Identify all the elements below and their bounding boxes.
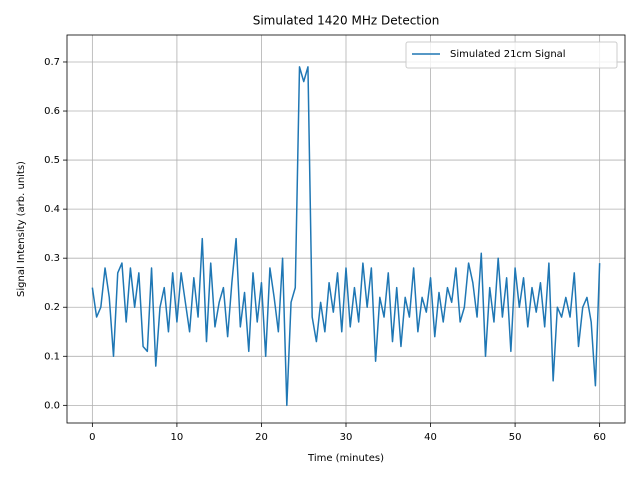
legend-label: Simulated 21cm Signal — [450, 49, 566, 60]
x-tick-label: 50 — [509, 432, 522, 443]
x-axis-label: Time (minutes) — [307, 453, 384, 464]
x-tick-label: 30 — [340, 432, 353, 443]
y-tick-label: 0.1 — [44, 351, 60, 362]
y-tick-label: 0.5 — [44, 155, 60, 166]
y-axis-label: Signal Intensity (arb. units) — [16, 161, 27, 297]
x-tick-label: 60 — [593, 432, 606, 443]
y-tick-label: 0.4 — [44, 204, 60, 215]
plot-frame — [66, 34, 626, 424]
legend: Simulated 21cm Signal — [405, 41, 618, 69]
y-tick-label: 0.7 — [44, 57, 60, 68]
y-tick-label: 0.0 — [44, 400, 60, 411]
x-tick-label: 10 — [171, 432, 184, 443]
y-tick-label: 0.2 — [44, 302, 60, 313]
data-line — [91, 66, 601, 407]
x-tick-label: 40 — [424, 432, 437, 443]
x-tick-label: 0 — [89, 432, 95, 443]
y-tick-label: 0.3 — [44, 253, 60, 264]
x-tick-label: 20 — [255, 432, 268, 443]
legend-box — [405, 41, 618, 69]
y-tick-label: 0.6 — [44, 106, 60, 117]
chart-title: Simulated 1420 MHz Detection — [253, 14, 440, 28]
